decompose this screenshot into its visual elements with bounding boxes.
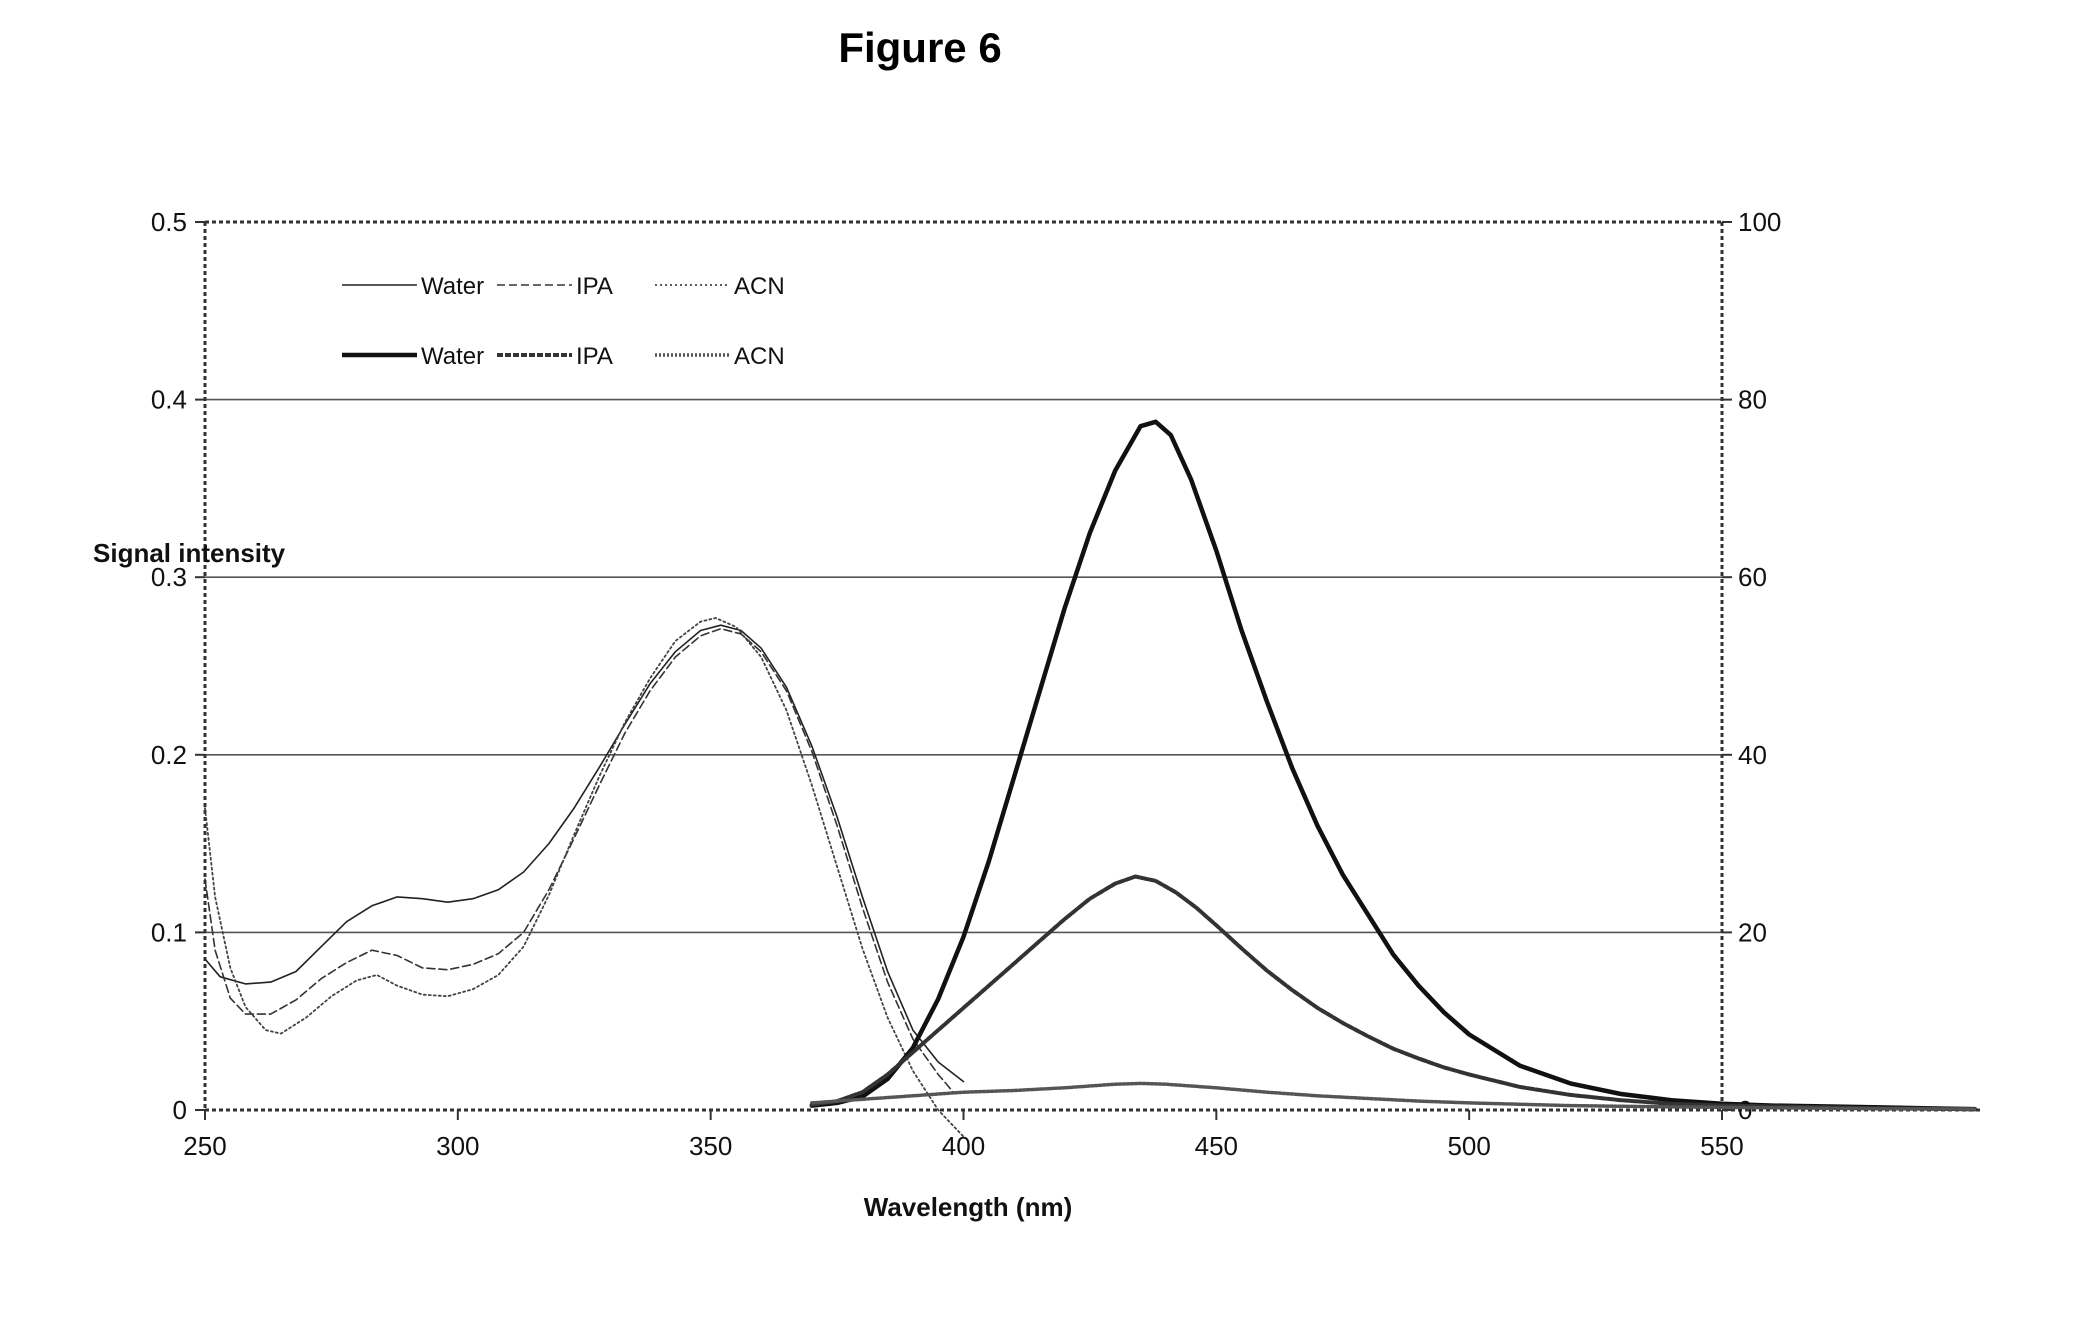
figure-title: Figure 6 bbox=[838, 24, 1001, 71]
y-tick-label: 0.1 bbox=[151, 917, 187, 947]
legend-label-absorbance-water: Water bbox=[421, 273, 484, 300]
series-line-absorbance-ipa bbox=[205, 629, 953, 1092]
x-tick-label: 450 bbox=[1195, 1131, 1238, 1161]
y2-tick-label: 100 bbox=[1738, 207, 1781, 237]
legend-label-absorbance-acn: ACN bbox=[734, 273, 785, 300]
series-lines bbox=[205, 422, 1975, 1137]
y2-tick-label: 60 bbox=[1738, 562, 1767, 592]
y-tick-label: 0.4 bbox=[151, 385, 187, 415]
legend-label-emission-water: Water bbox=[421, 343, 484, 370]
x-axis-title: Wavelength (nm) bbox=[864, 1192, 1072, 1222]
y-tick-label: 0.2 bbox=[151, 740, 187, 770]
y-tick-label: 0.5 bbox=[151, 207, 187, 237]
y-tick-label: 0 bbox=[173, 1095, 187, 1125]
legend-label-emission-ipa: IPA bbox=[576, 343, 613, 370]
series-line-absorbance-water bbox=[205, 625, 964, 1081]
x-tick-label: 550 bbox=[1700, 1131, 1743, 1161]
axis-ticks: 25030035040045050055000.10.20.30.40.5020… bbox=[151, 207, 1782, 1161]
series-line-emission-ipa bbox=[812, 877, 1975, 1110]
x-tick-label: 300 bbox=[436, 1131, 479, 1161]
y2-tick-label: 0 bbox=[1738, 1095, 1752, 1125]
legend-label-absorbance-ipa: IPA bbox=[576, 273, 613, 300]
legend: Water IPA ACN Water IPA ACN bbox=[342, 273, 785, 370]
x-tick-label: 500 bbox=[1447, 1131, 1490, 1161]
series-line-emission-water bbox=[812, 422, 1975, 1109]
y2-tick-label: 80 bbox=[1738, 385, 1767, 415]
series-line-absorbance-acn bbox=[205, 618, 964, 1137]
y2-tick-label: 40 bbox=[1738, 740, 1767, 770]
y-axis-title: Signal intensity bbox=[93, 538, 286, 568]
legend-label-emission-acn: ACN bbox=[734, 343, 785, 370]
gridlines bbox=[205, 400, 1722, 933]
x-tick-label: 250 bbox=[183, 1131, 226, 1161]
y2-tick-label: 20 bbox=[1738, 917, 1767, 947]
x-tick-label: 350 bbox=[689, 1131, 732, 1161]
